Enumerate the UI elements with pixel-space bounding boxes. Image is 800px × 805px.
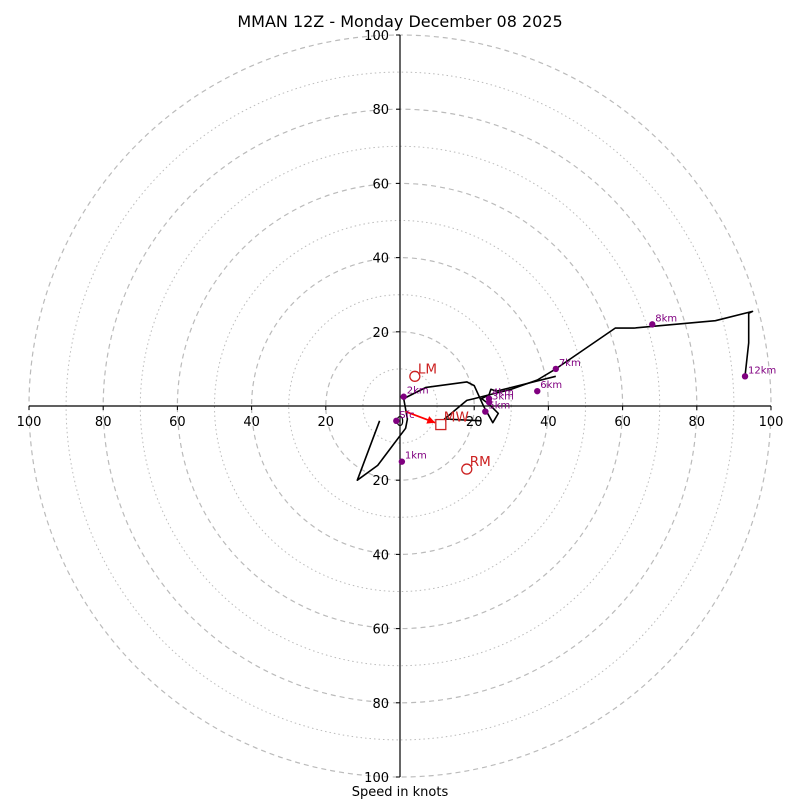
- height-marker-label: 8km: [655, 313, 677, 324]
- y-tick-label: 40: [372, 252, 389, 267]
- y-tick-label: 80: [372, 697, 389, 712]
- height-marker-dot: [485, 395, 493, 402]
- x-tick-label: 60: [169, 415, 186, 430]
- y-tick-label: 60: [372, 177, 389, 192]
- height-marker-label: 6km: [540, 380, 562, 391]
- height-marker-dot: [649, 321, 656, 328]
- storm-motion-marker: [409, 370, 421, 382]
- x-tick-label: 20: [318, 415, 335, 430]
- hodograph-line: [356, 310, 754, 482]
- x-tick-label: 100: [17, 415, 42, 430]
- storm-motion-markers: LM RM MW: [409, 361, 491, 475]
- storm-motion-label: RM: [470, 454, 491, 470]
- height-marker-dot: [398, 458, 406, 465]
- height-marker-dot: [741, 373, 749, 380]
- height-marker-label: Sfc: [399, 410, 414, 421]
- storm-motion-marker: [461, 463, 473, 475]
- height-marker-label: 5km: [488, 401, 510, 412]
- x-tick-label: 80: [689, 415, 706, 430]
- chart-title: MMAN 12Z - Monday December 08 2025: [237, 12, 562, 31]
- height-marker-dot: [482, 408, 489, 415]
- height-marker-dot: [400, 393, 407, 400]
- hodograph-traces: [356, 310, 754, 482]
- x-tick-label: 40: [243, 415, 260, 430]
- x-tick-label: 0: [396, 415, 404, 430]
- storm-motion-marker: [435, 418, 447, 431]
- height-marker-label: 3km: [492, 391, 514, 402]
- height-marker-label: 12km: [748, 365, 776, 376]
- height-marker-label: 2km: [407, 386, 429, 397]
- height-marker-label: 4km: [492, 388, 514, 399]
- y-tick-label: 60: [372, 623, 389, 638]
- height-marker-dot: [534, 387, 541, 395]
- y-tick-label: 100: [364, 29, 389, 44]
- storm-motion-label: LM: [418, 361, 437, 377]
- x-tick-label: 60: [614, 415, 631, 430]
- y-tick-label: 80: [372, 103, 389, 118]
- x-tick-label: 40: [540, 415, 557, 430]
- height-marker-dot: [552, 365, 560, 373]
- height-marker-label: 1km: [405, 451, 427, 462]
- x-tick-label: 20: [466, 415, 483, 430]
- height-marker-label: 7km: [559, 358, 581, 369]
- height-marker-dot: [393, 417, 400, 425]
- mean-wind-arrow-head: [426, 416, 436, 424]
- y-tick-label: 40: [372, 548, 389, 563]
- storm-motion-label: MW: [444, 410, 469, 426]
- y-tick-label: 20: [372, 326, 389, 341]
- x-tick-label: 100: [759, 415, 784, 430]
- x-tick-label: 80: [95, 415, 112, 430]
- y-tick-label: 20: [372, 474, 389, 489]
- y-tick-label: 100: [364, 771, 389, 786]
- tick-labels: 100 80 60 40 20 0 20 40 60 80 100 100 80 60 40 20 20 40 60…: [17, 29, 784, 786]
- x-axis-label: Speed in knots: [352, 785, 449, 800]
- hodograph-inner-line: [443, 375, 556, 422]
